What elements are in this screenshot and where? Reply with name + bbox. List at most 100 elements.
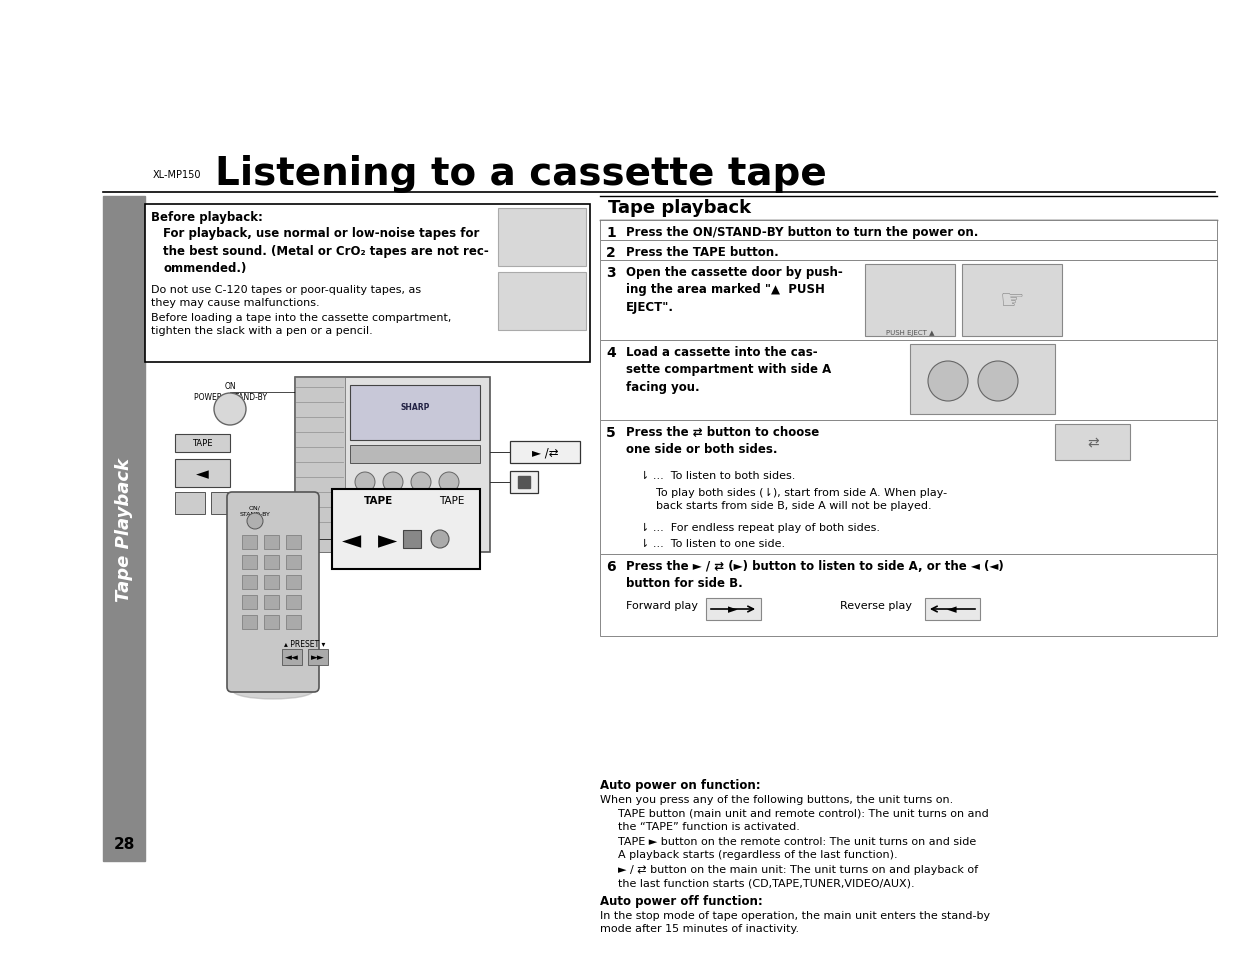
Bar	[242, 556, 257, 569]
Text: Load a cassette into the cas-
sette compartment with side A
facing you.: Load a cassette into the cas- sette comp…	[626, 346, 831, 394]
Text: 6: 6	[606, 559, 615, 574]
Bar	[498, 209, 585, 267]
Bar	[103, 196, 144, 862]
Text: XL-MP150: XL-MP150	[153, 170, 201, 180]
Bar	[308, 649, 329, 665]
Bar	[175, 493, 205, 515]
Bar	[864, 265, 955, 336]
Text: When you press any of the following buttons, the unit turns on.: When you press any of the following butt…	[600, 794, 953, 804]
Text: To play both sides (⇂), start from side A. When play-
back starts from side B, s: To play both sides (⇂), start from side …	[656, 488, 947, 511]
Bar	[350, 446, 480, 463]
Text: ⇂ ...  To listen to one side.: ⇂ ... To listen to one side.	[640, 538, 785, 548]
Bar	[517, 476, 530, 489]
Text: 4: 4	[606, 346, 616, 359]
Circle shape	[411, 473, 431, 493]
Text: Listening to a cassette tape: Listening to a cassette tape	[215, 154, 826, 193]
Text: In the stop mode of tape operation, the main unit enters the stand-by
mode after: In the stop mode of tape operation, the …	[600, 910, 990, 933]
Text: ☞: ☞	[999, 287, 1025, 314]
Text: Open the cassette door by push-
ing the area marked "▲  PUSH
EJECT".: Open the cassette door by push- ing the …	[626, 266, 842, 314]
Bar	[600, 420, 1216, 555]
Circle shape	[978, 361, 1018, 401]
Text: Press the TAPE button.: Press the TAPE button.	[626, 246, 779, 258]
Text: Press the ► / ⇄ (►) button to listen to side A, or the ◄ (◄)
button for side B.: Press the ► / ⇄ (►) button to listen to …	[626, 559, 1004, 590]
Text: TAPE ► button on the remote control: The unit turns on and side
A playback start: TAPE ► button on the remote control: The…	[618, 836, 976, 860]
Text: 2: 2	[606, 246, 616, 260]
Bar	[498, 273, 585, 331]
Text: 5: 5	[606, 426, 616, 439]
Text: Reverse play: Reverse play	[840, 600, 911, 610]
Text: ►: ►	[378, 529, 398, 553]
Text: ►►: ►►	[311, 653, 325, 661]
Text: ⇂ ...  For endless repeat play of both sides.: ⇂ ... For endless repeat play of both si…	[640, 522, 881, 533]
Circle shape	[438, 473, 459, 493]
Text: ◄◄: ◄◄	[285, 653, 299, 661]
Text: ◄: ◄	[947, 603, 957, 616]
Text: Before loading a tape into the cassette compartment,
tighten the slack with a pe: Before loading a tape into the cassette …	[151, 313, 451, 335]
Text: Press the ON/STAND-BY button to turn the power on.: Press the ON/STAND-BY button to turn the…	[626, 226, 978, 239]
Text: Forward play: Forward play	[626, 600, 698, 610]
Text: TAPE button (main unit and remote control): The unit turns on and
the “TAPE” fun: TAPE button (main unit and remote contro…	[618, 808, 989, 831]
Text: TAPE: TAPE	[440, 496, 464, 505]
Circle shape	[927, 361, 968, 401]
Circle shape	[431, 531, 450, 548]
Text: ⇂ ...  To listen to both sides.: ⇂ ... To listen to both sides.	[640, 471, 795, 480]
Text: ◄: ◄	[195, 464, 209, 482]
Bar	[287, 596, 301, 609]
Text: ► /⇄: ► /⇄	[532, 446, 558, 459]
Bar	[332, 490, 480, 569]
Bar	[287, 616, 301, 629]
Bar	[403, 531, 421, 548]
Bar	[350, 386, 480, 440]
Bar	[1055, 424, 1130, 460]
Bar	[264, 616, 279, 629]
Text: For playback, use normal or low-noise tapes for
the best sound. (Metal or CrO₂ t: For playback, use normal or low-noise ta…	[163, 227, 489, 274]
Bar	[264, 576, 279, 589]
Bar	[925, 598, 981, 620]
Text: SHARP: SHARP	[400, 403, 430, 412]
Text: 3: 3	[606, 266, 615, 280]
Text: ON
POWER / STAND-BY: ON POWER / STAND-BY	[194, 381, 267, 401]
Bar	[910, 345, 1055, 415]
Text: ◄: ◄	[342, 529, 362, 553]
Bar	[600, 261, 1216, 340]
Text: Tape playback: Tape playback	[608, 199, 751, 216]
Text: TAPE: TAPE	[363, 496, 393, 505]
Bar	[144, 205, 590, 363]
Text: ►: ►	[729, 603, 737, 616]
Text: 1: 1	[606, 226, 616, 240]
Bar	[247, 493, 277, 515]
Bar	[242, 596, 257, 609]
Circle shape	[247, 514, 263, 530]
Bar	[706, 598, 761, 620]
Text: ⇄: ⇄	[1087, 436, 1099, 450]
Text: Press the ⇄ button to choose
one side or both sides.: Press the ⇄ button to choose one side or…	[626, 426, 819, 456]
Circle shape	[354, 473, 375, 493]
Bar	[287, 556, 301, 569]
Circle shape	[383, 473, 403, 493]
Bar	[600, 555, 1216, 637]
Text: TAPE: TAPE	[191, 439, 212, 448]
Bar	[295, 377, 345, 553]
Bar	[295, 377, 490, 553]
Bar	[282, 649, 303, 665]
Bar	[510, 472, 538, 494]
Text: Before playback:: Before playback:	[151, 211, 263, 224]
Bar	[600, 221, 1216, 241]
Bar	[242, 536, 257, 550]
Bar	[287, 576, 301, 589]
Bar	[600, 340, 1216, 420]
Bar	[242, 616, 257, 629]
Circle shape	[214, 394, 246, 426]
Bar	[242, 576, 257, 589]
Text: Auto power on function:: Auto power on function:	[600, 779, 761, 791]
Text: Tape Playback: Tape Playback	[115, 457, 133, 601]
Text: Do not use C-120 tapes or poor-quality tapes, as
they may cause malfunctions.: Do not use C-120 tapes or poor-quality t…	[151, 285, 421, 308]
Text: ON/
STAND-BY: ON/ STAND-BY	[240, 505, 270, 517]
FancyBboxPatch shape	[227, 493, 319, 692]
Bar	[962, 265, 1062, 336]
Text: ► / ⇄ button on the main unit: The unit turns on and playback of
the last functi: ► / ⇄ button on the main unit: The unit …	[618, 864, 978, 887]
Text: Auto power off function:: Auto power off function:	[600, 894, 763, 907]
Bar	[175, 459, 230, 488]
Text: 28: 28	[114, 837, 135, 852]
Ellipse shape	[233, 683, 312, 700]
